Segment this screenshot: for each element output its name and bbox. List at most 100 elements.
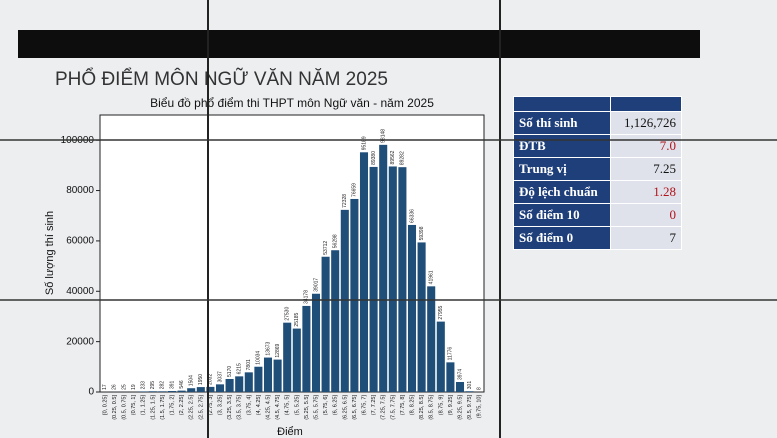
value-label: 98148: [381, 129, 387, 143]
bar: [455, 381, 465, 392]
value-label: 34178: [304, 290, 310, 304]
bar: [273, 359, 282, 392]
x-tick-label: (8.5, 8.75]: [429, 395, 435, 420]
value-label: 89562: [390, 150, 396, 164]
value-label: 233: [141, 381, 147, 390]
bar: [254, 366, 263, 392]
x-tick-label: (9.75, 10]: [477, 395, 483, 419]
stat-name: Số điểm 10: [513, 203, 611, 227]
page-title: PHỔ ĐIỂM MÔN NGỮ VĂN NĂM 2025: [55, 68, 388, 90]
bar: [215, 384, 225, 392]
bar: [167, 391, 177, 392]
bar: [359, 152, 369, 392]
stat-value: 7: [610, 226, 682, 250]
x-tick-label: (7.25, 7.5]: [381, 395, 387, 420]
bar: [398, 167, 407, 392]
table-row: Số thí sinh 1,126,726: [513, 111, 682, 135]
bar: [436, 321, 445, 392]
stat-name: Độ lệch chuẩn: [513, 180, 611, 204]
value-label: 3974: [457, 369, 463, 380]
value-label: 95189: [361, 136, 367, 150]
value-label: 6215: [237, 363, 243, 374]
x-tick-label: (0.75, 1]: [131, 395, 137, 416]
header-cell: [513, 96, 611, 112]
value-label: 7801: [246, 359, 252, 370]
value-label: 11776: [448, 347, 454, 361]
x-tick-label: (3.25, 3.5]: [227, 395, 233, 420]
value-label: 25185: [294, 312, 300, 326]
bar: [446, 362, 455, 392]
header-cell: [610, 96, 682, 112]
x-tick-label: (1.75, 2]: [169, 395, 175, 416]
bar: [417, 242, 426, 392]
value-label: 25: [121, 384, 127, 390]
value-label: 10034: [256, 351, 262, 365]
bar: [350, 198, 359, 392]
x-tick-label: (6.25, 6.5]: [342, 395, 348, 420]
x-tick-label: (7.5, 7.75]: [390, 395, 396, 420]
value-label: 89380: [371, 151, 377, 165]
bar: [158, 391, 167, 392]
x-tick-label: (8, 8.25]: [409, 395, 415, 416]
value-label: 27530: [285, 307, 291, 321]
value-label: 53712: [323, 241, 329, 255]
bar: [187, 388, 196, 392]
bar: [407, 224, 417, 392]
stat-value: 1.28: [610, 180, 682, 204]
x-tick-label: [0, 0.25]: [102, 395, 108, 415]
plot-area: [99, 114, 485, 393]
stat-value: 1,126,726: [610, 111, 682, 135]
x-tick-label: (5.75, 6]: [323, 395, 329, 416]
x-tick-label: (4.25, 4.5]: [265, 395, 271, 420]
x-tick-label: (2.5, 2.75]: [198, 395, 204, 420]
bar: [206, 386, 215, 392]
x-axis-label: Điểm: [277, 426, 303, 438]
value-label: 72328: [342, 194, 348, 208]
value-label: 27955: [438, 305, 444, 319]
value-label: 282: [160, 381, 166, 390]
table-row: Số điểm 10 0: [513, 203, 682, 227]
value-label: 5170: [227, 366, 233, 377]
bar: [177, 390, 186, 392]
stat-value: 7.0: [610, 134, 682, 158]
bar: [321, 256, 330, 392]
bar: [379, 144, 388, 392]
x-tick-label: (8.25, 8.5]: [419, 395, 425, 420]
bar: [331, 250, 340, 392]
x-tick-label: (2.25, 2.5]: [189, 395, 195, 420]
black-bar: [18, 30, 700, 58]
value-label: 26: [112, 384, 118, 390]
y-axis-label: Số lượng thí sinh: [44, 211, 56, 295]
bar: [302, 305, 311, 392]
bar: [369, 166, 378, 392]
stat-name: Trung vị: [513, 157, 611, 181]
bar: [244, 372, 253, 392]
bar: [139, 391, 148, 392]
bar: [465, 391, 474, 392]
x-tick-label: (4.5, 4.75]: [275, 395, 281, 420]
x-tick-label: (3.75, 4]: [246, 395, 252, 416]
value-label: 39017: [313, 278, 319, 292]
value-label: 56298: [333, 234, 339, 248]
value-label: 19: [131, 384, 137, 390]
chart-title: Biểu đồ phổ điểm thi THPT môn Ngữ văn - …: [150, 96, 434, 110]
bar: [427, 286, 436, 392]
y-tick-label: 40000: [66, 286, 94, 297]
x-tick-label: (9.25, 9.5]: [457, 395, 463, 420]
table-row: ĐTB 7.0: [513, 134, 682, 158]
table-row: Trung vị 7.25: [513, 157, 682, 181]
stat-value: 0: [610, 203, 682, 227]
bar: [263, 357, 273, 392]
x-tick-label: (4.75, 5]: [285, 395, 291, 416]
x-tick-label: (2, 2.25]: [179, 395, 185, 416]
x-tick-label: (0.5, 0.75]: [121, 395, 127, 420]
x-tick-label: (5.5, 5.75]: [313, 395, 319, 420]
value-label: 295: [150, 381, 156, 390]
bar: [340, 209, 349, 392]
value-label: 391: [169, 380, 175, 389]
value-label: 89282: [400, 151, 406, 165]
stats-table: Số thí sinh 1,126,726 ĐTB 7.0 Trung vị 7.25 Độ…: [513, 96, 682, 250]
value-label: 1504: [189, 375, 195, 386]
